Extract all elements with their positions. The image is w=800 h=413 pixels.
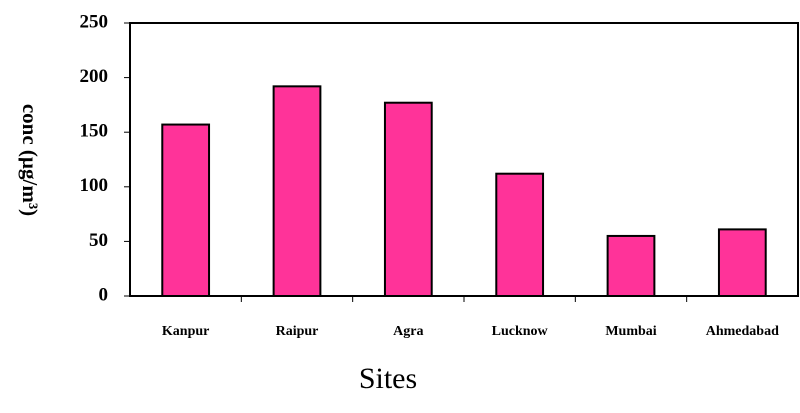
x-tick-label: Kanpur xyxy=(162,324,209,339)
y-axis-label: conc (µg/m³) xyxy=(18,104,42,216)
x-tick-label: Agra xyxy=(393,324,423,339)
y-tick-label: 0 xyxy=(99,284,109,305)
x-tick-label: Raipur xyxy=(276,324,319,339)
bar xyxy=(161,123,211,297)
y-tick-label: 250 xyxy=(80,11,109,32)
x-tick-label: Lucknow xyxy=(492,324,549,339)
y-tick-label: 100 xyxy=(80,175,109,196)
bar xyxy=(606,234,656,298)
plot-frame xyxy=(129,22,799,297)
y-tick-label: 150 xyxy=(80,121,109,142)
bar xyxy=(717,228,767,297)
y-tick-label: 200 xyxy=(80,66,109,87)
y-tick-label: 50 xyxy=(89,230,108,251)
bar xyxy=(383,101,433,297)
x-axis-label: Sites xyxy=(359,362,417,395)
bar xyxy=(495,172,545,297)
bar xyxy=(272,85,322,297)
x-tick-label: Mumbai xyxy=(605,324,656,339)
x-tick-label: Ahmedabad xyxy=(706,324,779,339)
